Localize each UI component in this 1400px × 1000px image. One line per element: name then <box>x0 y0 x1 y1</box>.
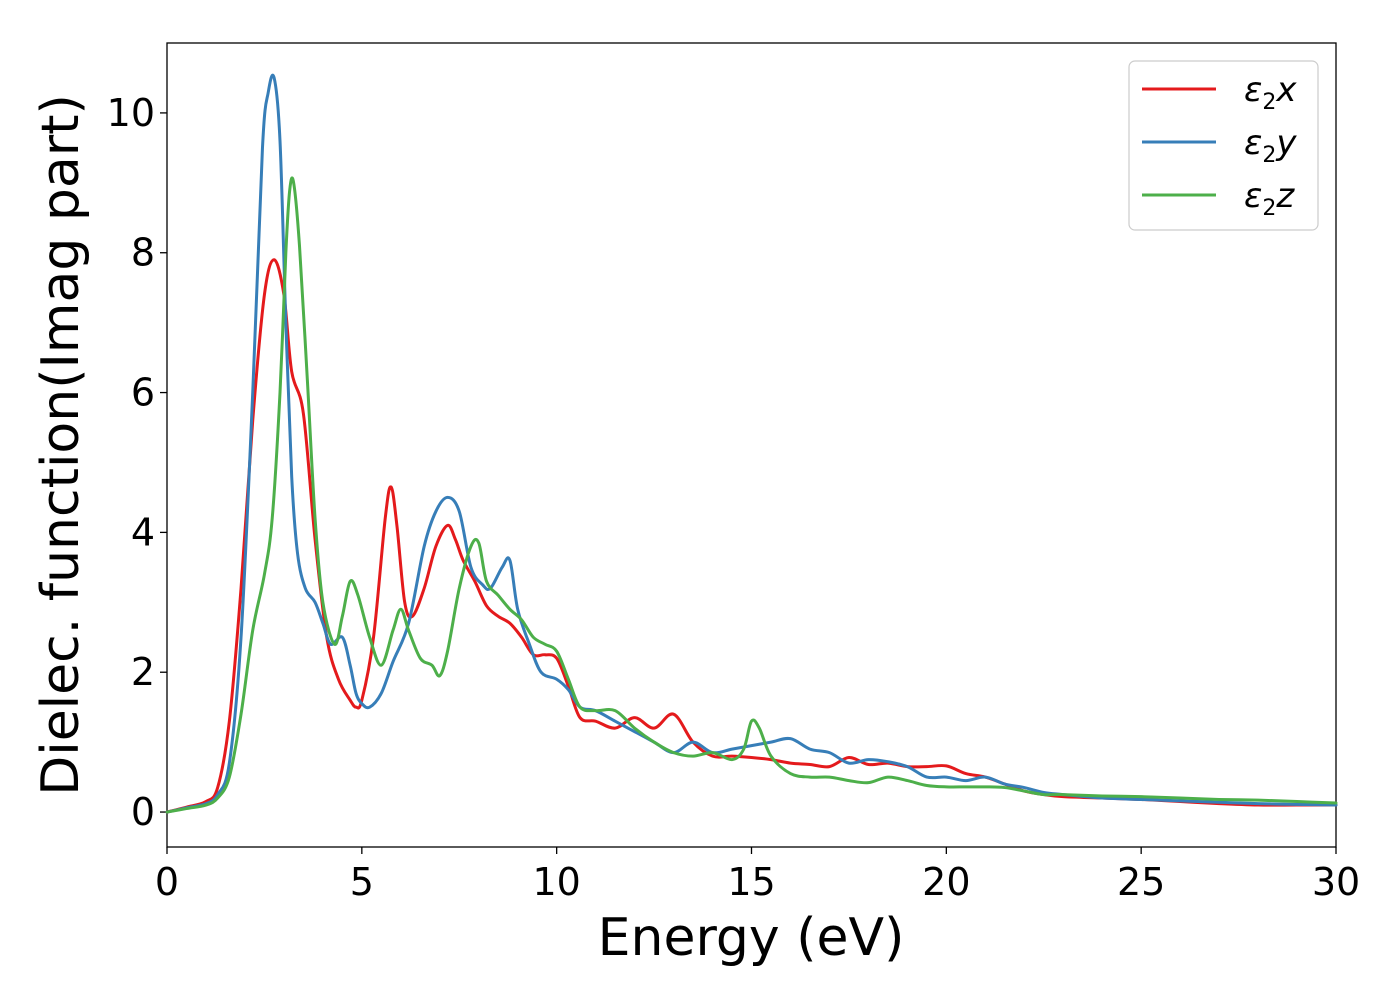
y-axis: 0 2 4 6 8 10 <box>107 91 167 834</box>
y-tick-label: 2 <box>131 650 155 694</box>
x-tick-label: 10 <box>532 860 580 904</box>
y-tick-label: 6 <box>131 371 155 415</box>
y-tick-label: 0 <box>131 790 155 834</box>
x-tick-label: 20 <box>922 860 970 904</box>
y-axis-title: Dielec. function(Imag part) <box>31 94 91 796</box>
series-layer <box>165 73 1338 814</box>
series-line-x <box>165 258 1338 814</box>
legend: ε2x ε2y ε2z <box>1128 60 1319 231</box>
x-tick-label: 5 <box>350 860 374 904</box>
y-tick-label: 8 <box>131 231 155 275</box>
x-axis: 0 5 10 15 20 25 30 <box>155 847 1360 904</box>
x-axis-title: Energy (eV) <box>598 908 905 968</box>
x-tick-label: 25 <box>1117 860 1165 904</box>
y-tick-label: 4 <box>131 510 155 554</box>
legend-box <box>1128 60 1319 231</box>
x-tick-label: 30 <box>1312 860 1360 904</box>
series-line-y <box>165 73 1338 814</box>
legend-label-z: ε2z <box>1244 176 1295 221</box>
legend-label-x: ε2x <box>1244 70 1297 115</box>
y-tick-label: 10 <box>107 91 155 135</box>
series-line-z <box>165 176 1338 814</box>
x-tick-label: 0 <box>155 860 179 904</box>
x-tick-label: 15 <box>727 860 775 904</box>
legend-label-y: ε2y <box>1244 123 1297 168</box>
